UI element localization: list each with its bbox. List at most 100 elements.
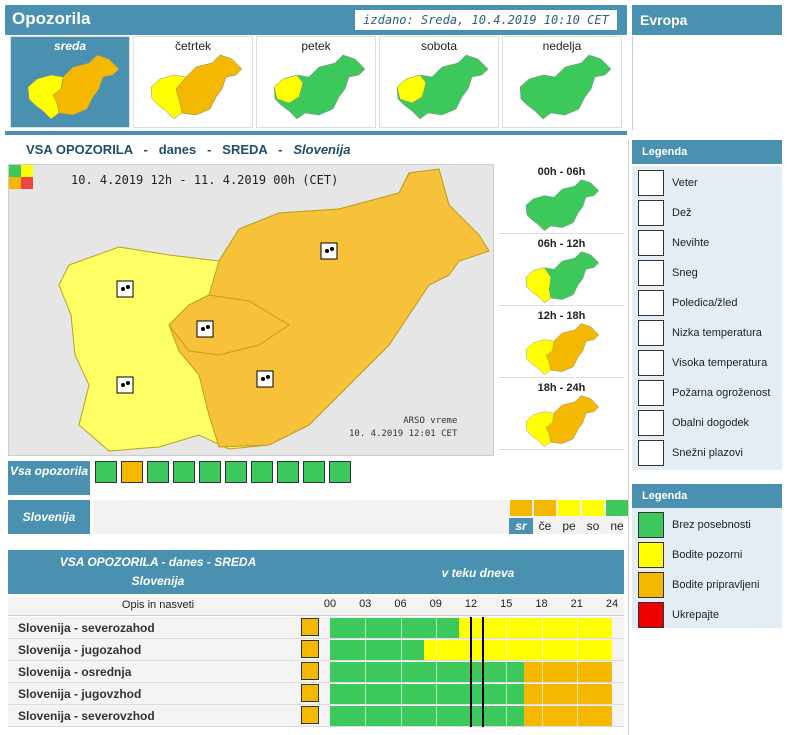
coastal-icon[interactable] [303, 461, 325, 483]
table-row[interactable]: Slovenija - severovzhod [8, 705, 624, 727]
slovenia-map [9, 165, 493, 455]
rain-icon[interactable] [301, 706, 319, 724]
hour-gridline [506, 639, 508, 661]
period-map-18-24[interactable]: 18h - 24h [499, 380, 624, 450]
hour-label: 03 [359, 598, 372, 610]
day-tab-label: sreda [53, 39, 87, 53]
timeline-bar-warning [459, 618, 612, 638]
credit-line-1: ARSO vreme [403, 416, 458, 426]
coastal-icon [638, 410, 664, 436]
rain-icon[interactable] [301, 618, 319, 636]
hour-gridline [400, 683, 402, 705]
hour-gridline [365, 617, 367, 639]
snow-icon [638, 260, 664, 286]
avalanche-icon[interactable] [329, 461, 351, 483]
slovenia-map-thumb [525, 251, 600, 304]
title-prefix: VSA OPOZORILA [26, 142, 133, 157]
map-credit: ARSO vreme 10. 4.2019 12:01 CET [349, 415, 457, 441]
table-row[interactable]: Slovenija - osrednja [8, 661, 624, 683]
rain-icon[interactable] [301, 662, 319, 680]
timeline-bar-green [330, 618, 460, 638]
scale-day-so[interactable]: so [586, 519, 600, 533]
scale-day-pe[interactable]: pe [562, 519, 576, 533]
region-name: Slovenija - osrednja [18, 665, 132, 679]
map-validity-dates: 10. 4.2019 12h - 11. 4.2019 00h (CET) [71, 173, 339, 187]
divider [632, 36, 633, 130]
period-map-06-12[interactable]: 06h - 12h [499, 236, 624, 306]
scale-day-ce[interactable]: če [538, 519, 552, 533]
table-row[interactable]: Slovenija - jugovzhod [8, 683, 624, 705]
filter-all-warnings[interactable]: Vsa opozorila [8, 461, 90, 495]
hour-label: 12 [464, 598, 478, 610]
timeline-bar-warning [424, 640, 612, 660]
hour-gridline [541, 705, 543, 727]
scale-color [558, 500, 580, 516]
hour-gridline [541, 639, 543, 661]
rain-icon [638, 200, 664, 226]
rain-icon[interactable] [301, 640, 319, 658]
hour-gridline [435, 639, 437, 661]
period-label: 12h - 18h [537, 310, 586, 322]
hour-label: 18 [535, 598, 548, 610]
fire-icon[interactable] [277, 461, 299, 483]
hour-gridline [576, 639, 578, 661]
slovenia-map-thumb [525, 179, 600, 232]
hour-gridline [400, 705, 402, 727]
hour-gridline [576, 617, 578, 639]
hour-gridline [400, 617, 402, 639]
day-tab-cetrtek[interactable]: četrtek [133, 36, 253, 128]
hour-gridline [541, 617, 543, 639]
period-map-12-18[interactable]: 12h - 18h [499, 308, 624, 378]
ice-icon[interactable] [199, 461, 221, 483]
timeline-bar-warning [523, 662, 612, 682]
table-row[interactable]: Slovenija - jugozahod [8, 639, 624, 661]
thunderstorm-icon[interactable] [147, 461, 169, 483]
region-name: Slovenija - severovzhod [18, 709, 155, 723]
current-time-marker [481, 705, 484, 727]
swatch-green [638, 512, 664, 538]
legend-label: Poledica/žled [672, 297, 738, 309]
day-tab-petek[interactable]: petek [256, 36, 376, 128]
day-tab-nedelja[interactable]: nedelja [502, 36, 622, 128]
hour-gridline [365, 661, 367, 683]
table-row[interactable]: Slovenija - severozahod [8, 617, 624, 639]
timeline-header: VSA OPOZORILA - danes - SREDA Slovenija … [8, 550, 624, 594]
opis-column-header[interactable]: Opis in nasveti [121, 599, 195, 611]
timeline-region: Slovenija [131, 574, 185, 588]
day-tab-sreda[interactable]: sreda [10, 36, 130, 128]
divider [628, 140, 629, 735]
filter-region[interactable]: Slovenija [8, 500, 90, 534]
scale-day-sr[interactable]: sr [509, 518, 533, 534]
hour-gridline [365, 639, 367, 661]
swatch-red [638, 602, 664, 628]
timeline-subtitle: v teku dneva [441, 566, 515, 580]
hour-label: 00 [323, 598, 337, 610]
wind-icon[interactable] [95, 461, 117, 483]
scale-day-ne[interactable]: ne [610, 519, 624, 533]
hour-label: 24 [605, 598, 619, 610]
snow-icon[interactable] [173, 461, 195, 483]
current-time-marker [481, 661, 484, 683]
title-sep: - [207, 142, 212, 157]
high-temperature-icon[interactable] [251, 461, 273, 483]
day-tab-sobota[interactable]: sobota [379, 36, 499, 128]
hour-gridline [541, 661, 543, 683]
region-name: Slovenija - jugovzhod [18, 687, 142, 701]
main-warning-map[interactable]: 10. 4.2019 12h - 11. 4.2019 00h (CET) AR… [8, 164, 494, 456]
period-label: 18h - 24h [537, 382, 586, 394]
current-time-marker [481, 617, 484, 639]
scale-color [606, 500, 628, 516]
rain-icon[interactable] [121, 461, 143, 483]
issued-timestamp: izdano: Sreda, 10.4.2019 10:10 CET [355, 10, 617, 30]
low-temperature-icon[interactable] [225, 461, 247, 483]
day-tab-label: četrtek [174, 39, 211, 53]
period-map-00-06[interactable]: 00h - 06h [499, 164, 624, 234]
day-tab-label: nedelja [542, 39, 582, 53]
scale-color [510, 500, 532, 516]
rain-icon[interactable] [301, 684, 319, 702]
scale-color [582, 500, 604, 516]
hour-gridline [435, 705, 437, 727]
section-divider [5, 131, 627, 135]
swatch-orange [638, 572, 664, 598]
europa-link[interactable]: Evropa [632, 5, 782, 35]
